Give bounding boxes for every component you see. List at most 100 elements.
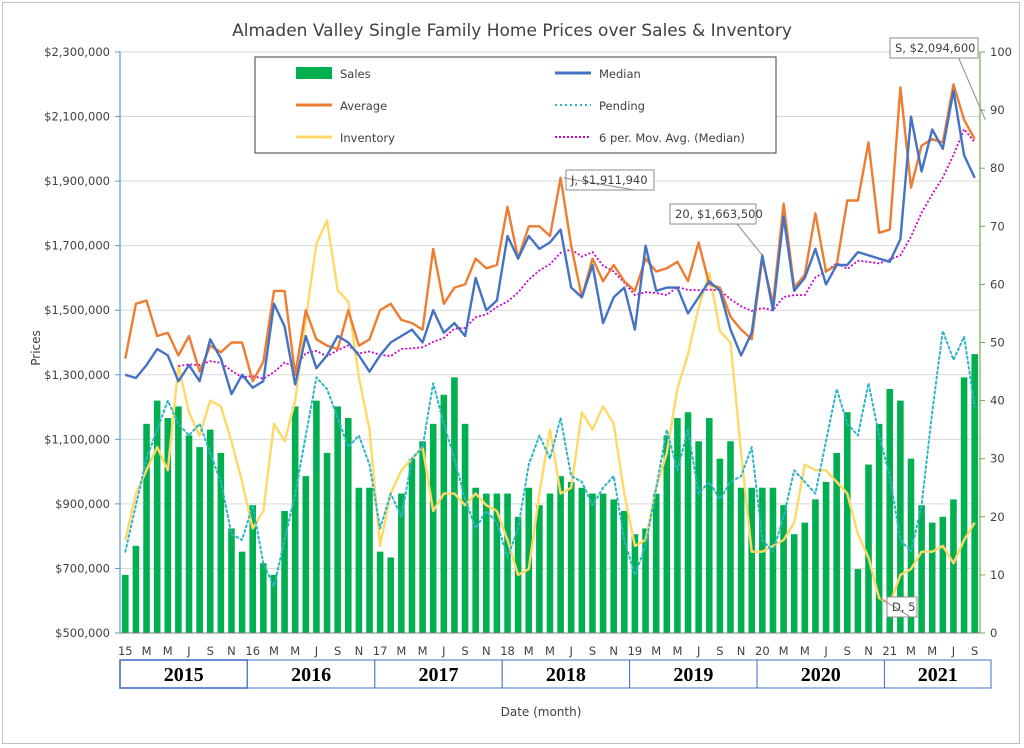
year-label: 2016 bbox=[291, 664, 331, 686]
x-tick-label: N bbox=[482, 644, 491, 658]
sales-bar bbox=[621, 510, 628, 633]
median-line bbox=[124, 89, 976, 396]
sales-bar bbox=[557, 476, 564, 633]
sales-bar bbox=[504, 493, 511, 633]
sales-bar bbox=[843, 412, 851, 633]
sales-bar bbox=[366, 487, 373, 633]
x-axis: 15 M M J S N 16 M M J S N 17 M M J S N 18 M M J S N 19 M M J S N 20 M M J… bbox=[118, 632, 992, 689]
x-tick-label: 20 bbox=[755, 644, 770, 658]
callout-jan-2020-box bbox=[669, 203, 757, 225]
x-tick-label: J bbox=[441, 644, 445, 658]
x-axis-title: Date (month) bbox=[501, 705, 582, 719]
sales-bar bbox=[461, 423, 469, 633]
x-tick-label: M bbox=[396, 644, 406, 658]
inventory-line bbox=[124, 219, 976, 606]
x-tick-label: M bbox=[163, 644, 173, 658]
sales-bar bbox=[164, 418, 172, 633]
x-tick-label: J bbox=[823, 644, 827, 658]
sales-bar bbox=[260, 563, 267, 633]
y2-tick-label: 50 bbox=[990, 336, 1005, 350]
x-tick-label: N bbox=[355, 644, 364, 658]
sales-bar bbox=[695, 441, 702, 633]
sales-bar bbox=[429, 423, 437, 633]
y-tick-label: $1,900,000 bbox=[44, 174, 110, 188]
y-tick-label: $500,000 bbox=[55, 626, 110, 640]
sales-bar bbox=[206, 429, 214, 633]
callout-jan-2020-label: 20, $1,663,500 bbox=[675, 207, 763, 221]
x-tick-label: J bbox=[186, 644, 190, 658]
x-tick-label: M bbox=[142, 644, 152, 658]
legend-label-pending: Pending bbox=[599, 99, 645, 113]
sales-bar bbox=[833, 452, 840, 633]
sales-bar bbox=[950, 499, 957, 633]
left-axis: $2,300,000 $2,100,000 $1,900,000 $1,700,000… bbox=[44, 45, 121, 640]
legend-label-sales: Sales bbox=[340, 67, 371, 81]
sales-bar bbox=[323, 452, 331, 633]
sales-bar bbox=[175, 406, 182, 633]
x-tick-label: M bbox=[779, 644, 789, 658]
year-box bbox=[501, 659, 631, 689]
sales-bar bbox=[652, 493, 660, 633]
year-label: 2021 bbox=[918, 664, 958, 686]
sales-bar bbox=[313, 400, 320, 633]
callout-peak-2018-leader bbox=[563, 177, 635, 191]
sales-bar bbox=[812, 499, 819, 633]
sales-bar bbox=[790, 534, 798, 633]
sales-bar bbox=[663, 435, 671, 633]
sales-bar bbox=[928, 522, 936, 633]
callout-dec-2020-label: D, 5 bbox=[892, 600, 915, 614]
sales-bar bbox=[334, 406, 341, 633]
y-tick-label: $1,500,000 bbox=[44, 303, 110, 317]
sales-bar bbox=[355, 487, 363, 633]
callout-peak-2018-box bbox=[565, 169, 655, 191]
year-box bbox=[629, 659, 758, 689]
sales-bar bbox=[302, 476, 310, 633]
y2-tick-label: 80 bbox=[990, 161, 1005, 175]
x-tick-label: M bbox=[800, 644, 810, 658]
x-tick-label: J bbox=[569, 644, 573, 658]
average-line bbox=[124, 83, 976, 383]
x-tick-label: S bbox=[716, 644, 723, 658]
sales-bar bbox=[270, 574, 278, 633]
x-tick-label: 15 bbox=[118, 644, 133, 658]
callout-sep-2021-box bbox=[889, 37, 979, 59]
sales-bar bbox=[398, 493, 405, 633]
x-tick-label: S bbox=[461, 644, 468, 658]
x-tick-label: N bbox=[864, 644, 873, 658]
x-tick-label: 18 bbox=[500, 644, 515, 658]
sales-bar bbox=[567, 481, 575, 633]
sales-bar bbox=[854, 569, 862, 633]
sales-bar bbox=[727, 441, 734, 633]
x-tick-label: N bbox=[737, 644, 746, 658]
year-box bbox=[756, 659, 885, 689]
callouts: J, $1,911,940 20, $1,663,500 S, $2,094,600… bbox=[563, 37, 986, 618]
sales-bar bbox=[769, 487, 777, 633]
sales-bar bbox=[822, 481, 830, 633]
x-tick-label: M bbox=[927, 644, 937, 658]
sales-bar bbox=[960, 377, 968, 633]
sales-bar bbox=[419, 441, 426, 633]
x-tick-label: J bbox=[951, 644, 955, 658]
sales-bar bbox=[939, 516, 947, 633]
series-lines bbox=[124, 83, 976, 606]
sales-bar bbox=[344, 418, 352, 633]
legend-swatch-sales bbox=[296, 67, 332, 79]
sales-bar bbox=[153, 400, 161, 633]
x-tick-label: 17 bbox=[373, 644, 388, 658]
sales-bar bbox=[865, 464, 872, 633]
sales-bar bbox=[759, 487, 766, 633]
sales-bar bbox=[483, 493, 490, 633]
year-label: 2015 bbox=[164, 664, 204, 686]
sales-bar bbox=[408, 458, 416, 633]
y2-tick-label: 70 bbox=[990, 219, 1005, 233]
x-tick-label: S bbox=[207, 644, 214, 658]
year-label: 2019 bbox=[673, 664, 713, 686]
y-tick-label: $2,100,000 bbox=[44, 110, 110, 124]
sales-bar bbox=[589, 493, 596, 633]
x-tick-label: N bbox=[227, 644, 236, 658]
sales-bar bbox=[281, 510, 288, 633]
sales-bar bbox=[228, 528, 235, 633]
sales-bar bbox=[886, 388, 894, 633]
legend-label-inventory: Inventory bbox=[340, 131, 395, 145]
